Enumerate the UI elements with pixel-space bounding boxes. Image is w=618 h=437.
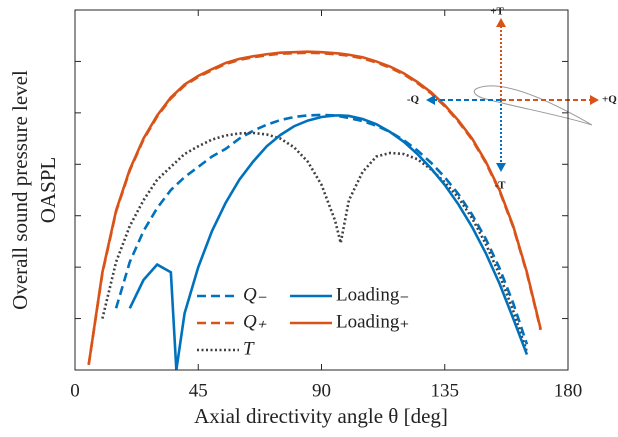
x-tick-label: 45 — [189, 380, 208, 401]
chart: +T -T -Q +Q Axial directivity angle θ [d… — [0, 0, 618, 437]
x-axis-label: Axial directivity angle θ [deg] — [194, 404, 448, 428]
annotation: +T — [490, 6, 504, 18]
annotation: -Q — [407, 94, 420, 106]
y-axis-label: Overall sound pressure level — [8, 70, 32, 310]
annotation: -T — [495, 180, 507, 192]
legend-label: Loading₋ — [336, 284, 409, 305]
y-axis-label: OASPL — [36, 157, 60, 224]
legend-label: Q₋ — [243, 284, 267, 305]
arrow-head — [590, 95, 599, 105]
x-tick-label: 180 — [554, 380, 583, 401]
annotation: +Q — [602, 94, 617, 106]
legend-label: T — [243, 338, 255, 359]
x-tick-label: 90 — [312, 380, 331, 401]
legend-label: Q₊ — [243, 311, 267, 332]
x-tick-label: 135 — [431, 380, 460, 401]
x-tick-label: 0 — [70, 380, 80, 401]
legend-label: Loading₊ — [336, 311, 409, 332]
